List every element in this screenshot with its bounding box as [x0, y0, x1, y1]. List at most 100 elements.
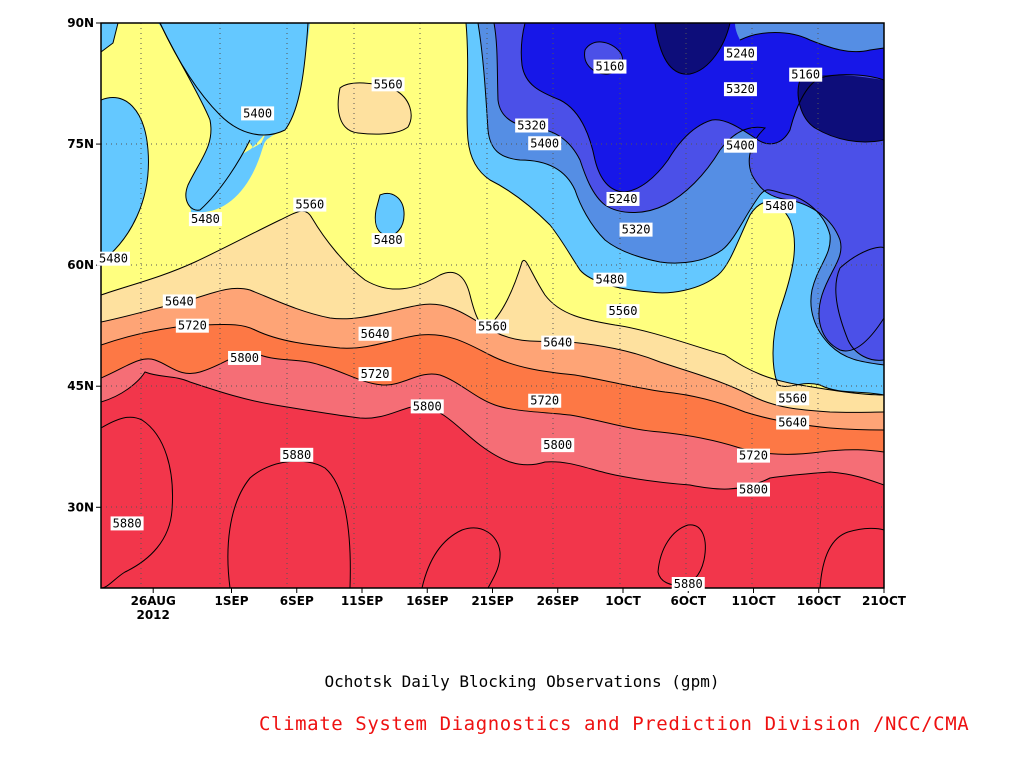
contour-label-text: 5640: [543, 336, 572, 350]
band-5880-hi-5: [820, 528, 884, 588]
contour-label-text: 5720: [361, 367, 390, 381]
contour-label-box: [293, 197, 327, 212]
contour-label: 5240: [723, 46, 757, 61]
contour-label: 5720: [175, 318, 209, 333]
contour-label-box: [723, 138, 757, 153]
contour-label-box: [541, 335, 575, 350]
x-tick-label: 21SEP: [471, 594, 514, 608]
contour-label-box: [776, 415, 810, 430]
x-tick-year: 2012: [136, 608, 169, 622]
contour-5800-line: [101, 353, 884, 455]
contour-label-text: 5800: [230, 351, 259, 365]
contour-label: 5880: [671, 577, 705, 591]
contour-5480-line: [101, 23, 119, 53]
x-tick-label: 1SEP: [215, 594, 249, 608]
y-tick-label: 30N: [67, 500, 94, 514]
contour-label-text: 5880: [282, 448, 311, 462]
chart-credit: Climate System Diagnostics and Predictio…: [259, 713, 970, 735]
contour-label-box: [606, 304, 640, 319]
x-tick-label: 16OCT: [797, 594, 842, 608]
contour-label-box: [541, 438, 575, 453]
y-tick-label: 75N: [67, 137, 94, 151]
contour-label: 5240: [606, 191, 640, 206]
contour-label: 5800: [228, 350, 262, 365]
contour-label: 5560: [776, 391, 810, 406]
contour-label-box: [723, 82, 757, 97]
band-5400-left-n: [160, 23, 250, 211]
contour-label-box: [175, 318, 209, 333]
contour-label: 5880: [110, 516, 144, 531]
contour-label-text: 5720: [178, 319, 207, 333]
x-tick-label: 11OCT: [732, 594, 777, 608]
x-tick-label: 26SEP: [537, 594, 580, 608]
x-tick-label: 16SEP: [406, 594, 449, 608]
band-5400-west: [101, 23, 118, 52]
y-tick-label: 60N: [67, 258, 94, 272]
y-tick-label: 90N: [67, 16, 94, 30]
contour-label-box: [528, 136, 562, 151]
contour-label-box: [515, 118, 549, 133]
contour-label-text: 5880: [674, 577, 703, 591]
x-tick-label: 6SEP: [280, 594, 314, 608]
contour-label-box: [737, 448, 770, 463]
contour-label: 5640: [541, 335, 575, 350]
contour-label: 5480: [763, 199, 797, 214]
contour-label-box: [763, 199, 797, 214]
contour-label-box: [228, 350, 262, 365]
contour-label-box: [188, 212, 222, 227]
band-5400-islet: [375, 193, 405, 236]
contour-label-text: 5400: [530, 136, 559, 150]
contour-label: 5320: [619, 222, 653, 237]
contour-5400-line: [477, 23, 884, 366]
contour-label-text: 5800: [413, 399, 442, 413]
contour-label-box: [162, 294, 196, 309]
x-tick-label: 26AUG: [131, 594, 176, 608]
band-5880-hi-1: [101, 417, 173, 588]
contour-label-box: [358, 326, 392, 341]
contour-label: 5480: [97, 252, 130, 266]
contour-label-text: 5240: [726, 47, 755, 61]
contour-label-box: [528, 393, 562, 408]
contour-label: 5480: [188, 212, 222, 227]
contour-label-box: [371, 77, 405, 92]
x-tick-label: 21OCT: [862, 594, 907, 608]
contour-label: 5640: [776, 415, 810, 430]
contour-label-text: 5400: [243, 106, 272, 120]
contour-label-text: 5160: [791, 68, 820, 82]
y-tick-label: 45N: [67, 379, 94, 393]
contour-label-text: 5800: [739, 483, 768, 497]
contour-label-text: 5480: [595, 273, 624, 287]
contour-label-box: [97, 251, 130, 266]
contour-5160-line: [797, 79, 884, 143]
x-tick-label: 1OCT: [605, 594, 641, 608]
contour-5240-line: [839, 246, 884, 269]
contour-label-text: 5560: [478, 319, 507, 333]
contour-5880-line: [101, 371, 421, 419]
contour-labels: 5880 5880 5880 5800 5800 5800 5800 5720 5720 5720…: [97, 46, 823, 591]
contour-5480-line: [159, 23, 251, 211]
contour-label: 5800: [737, 482, 770, 497]
contour-label: 5640: [162, 294, 196, 309]
contour-label-text: 5320: [622, 223, 651, 237]
contour-label-box: [410, 399, 444, 414]
band-5880-hi-3: [422, 527, 501, 588]
contour-label-box: [280, 447, 314, 462]
contour-label: 5400: [723, 138, 757, 153]
contour-label: 5560: [371, 77, 405, 92]
contour-label-box: [358, 367, 392, 382]
contour-label-text: 5800: [543, 438, 572, 452]
contour-5480-line: [374, 193, 405, 237]
contour-label: 5560: [606, 304, 640, 319]
chart-title: Ochotsk Daily Blocking Observations (gpm…: [324, 672, 720, 691]
contour-label: 5880: [280, 447, 314, 462]
contour-5880-line: [819, 527, 884, 588]
contour-label: 5800: [541, 438, 575, 453]
band-5240-southeast: [835, 247, 884, 361]
contour-label: 5320: [723, 82, 757, 97]
contour-label-text: 5640: [361, 327, 390, 341]
contour-5480-line: [101, 97, 149, 263]
contour-5320-line: [739, 32, 884, 53]
contour-label-text: 5640: [165, 294, 194, 308]
band-5880-hi-2: [227, 461, 351, 588]
contour-label-text: 5320: [517, 119, 546, 133]
